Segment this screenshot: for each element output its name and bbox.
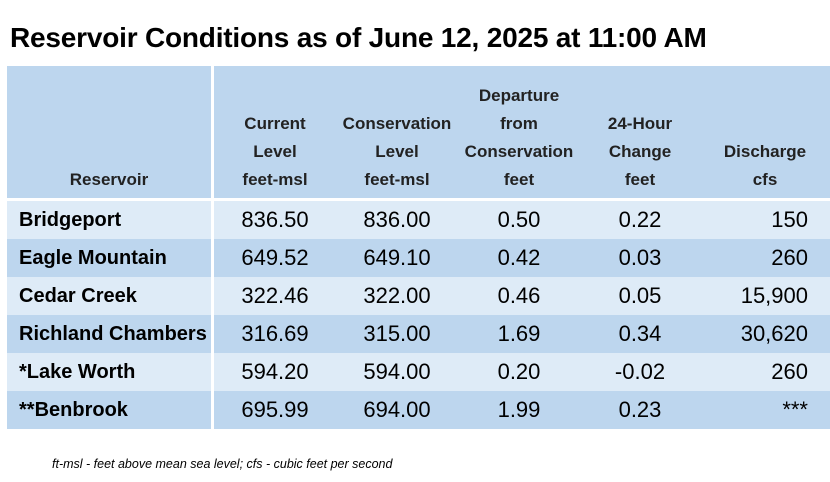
cell-reservoir: Bridgeport [7,198,214,239]
header-line: Current [244,114,306,133]
header-line: Reservoir [69,170,149,189]
column-header-conservation-level: Conservation Level feet-msl [336,66,458,198]
header-line: feet [624,170,656,189]
cell-conservation-level: 322.00 [336,277,458,315]
header-line: Conservation [342,114,452,133]
cell-discharge: 260 [700,239,830,277]
reservoir-table: Reservoir Current Level feet-msl Conserv… [7,66,830,429]
cell-reservoir: Cedar Creek [7,277,214,315]
column-header-current-level: Current Level feet-msl [214,66,336,198]
cell-conservation-level: 649.10 [336,239,458,277]
cell-current-level: 316.69 [214,315,336,353]
header-line: Conservation [464,142,574,161]
cell-departure: 0.50 [458,198,580,239]
cell-departure: 1.69 [458,315,580,353]
cell-current-level: 649.52 [214,239,336,277]
table-row: **Benbrook 695.99 694.00 1.99 0.23 *** [7,391,830,429]
header-line: Departure [478,86,560,105]
table-row: *Lake Worth 594.20 594.00 0.20 -0.02 260 [7,353,830,391]
cell-current-level: 836.50 [214,198,336,239]
cell-24-hour-change: 0.34 [580,315,700,353]
cell-current-level: 695.99 [214,391,336,429]
cell-reservoir: Eagle Mountain [7,239,214,277]
cell-discharge: 260 [700,353,830,391]
cell-discharge: 150 [700,198,830,239]
cell-24-hour-change: 0.05 [580,277,700,315]
cell-current-level: 594.20 [214,353,336,391]
column-header-discharge: Discharge cfs [700,66,830,198]
cell-departure: 1.99 [458,391,580,429]
table-row: Bridgeport 836.50 836.00 0.50 0.22 150 [7,198,830,239]
header-line: feet-msl [364,170,430,189]
cell-departure: 0.46 [458,277,580,315]
header-row: Reservoir Current Level feet-msl Conserv… [7,66,830,198]
header-line: Change [608,142,672,161]
cell-24-hour-change: 0.03 [580,239,700,277]
column-header-departure: Departure from Conservation feet [458,66,580,198]
header-line: 24-Hour [607,114,673,133]
cell-discharge: *** [700,391,830,429]
header-line: feet [503,170,535,189]
table-row: Cedar Creek 322.46 322.00 0.46 0.05 15,9… [7,277,830,315]
header-line: Discharge [723,142,807,161]
cell-reservoir: *Lake Worth [7,353,214,391]
header-line: from [500,114,538,133]
cell-departure: 0.42 [458,239,580,277]
cell-discharge: 30,620 [700,315,830,353]
cell-conservation-level: 836.00 [336,198,458,239]
cell-conservation-level: 694.00 [336,391,458,429]
footnote: ft-msl - feet above mean sea level; cfs … [52,457,393,471]
cell-current-level: 322.46 [214,277,336,315]
page-title: Reservoir Conditions as of June 12, 2025… [10,22,707,53]
cell-conservation-level: 594.00 [336,353,458,391]
cell-24-hour-change: 0.23 [580,391,700,429]
cell-reservoir: Richland Chambers [7,315,214,353]
table-row: Richland Chambers 316.69 315.00 1.69 0.3… [7,315,830,353]
header-line: Level [375,142,419,161]
cell-departure: 0.20 [458,353,580,391]
cell-conservation-level: 315.00 [336,315,458,353]
table-row: Eagle Mountain 649.52 649.10 0.42 0.03 2… [7,239,830,277]
cell-24-hour-change: -0.02 [580,353,700,391]
header-line: feet-msl [242,170,308,189]
header-line: Level [253,142,297,161]
cell-24-hour-change: 0.22 [580,198,700,239]
cell-discharge: 15,900 [700,277,830,315]
header-line: cfs [752,170,778,189]
column-header-reservoir: Reservoir [7,66,214,198]
table-body: Bridgeport 836.50 836.00 0.50 0.22 150 E… [7,198,830,429]
cell-reservoir: **Benbrook [7,391,214,429]
column-header-24-hour-change: 24-Hour Change feet [580,66,700,198]
